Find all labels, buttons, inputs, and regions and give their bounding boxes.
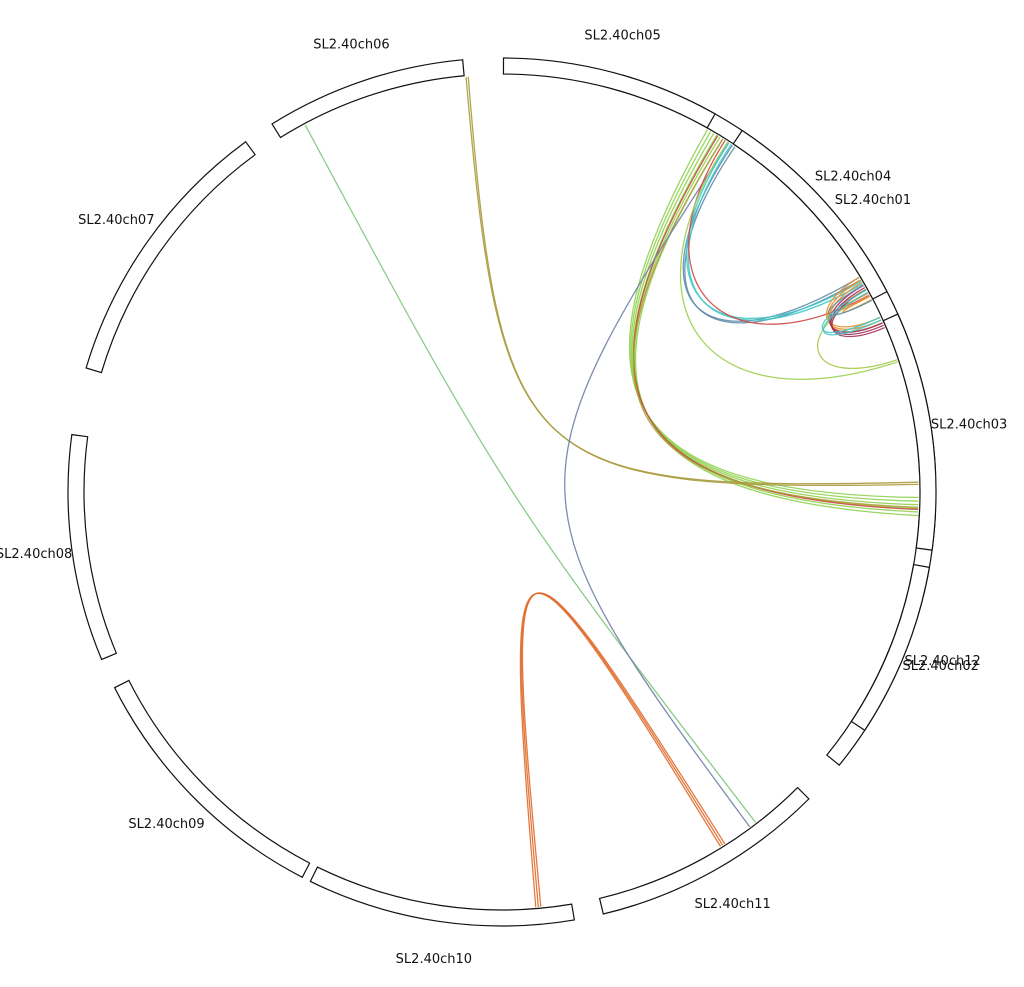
link-ch04-ch01-0-0 xyxy=(628,129,919,499)
chromosome-segment-ch02 xyxy=(850,563,931,732)
chromosome-segment-ch08 xyxy=(67,433,118,661)
chromosome-labels: SL2.40ch01 SL2.40ch12 SL2.40ch11 SL2.40ch10… xyxy=(0,29,1007,967)
chromosome-label-ch12: SL2.40ch12 xyxy=(904,654,980,669)
chromosome-label-ch03: SL2.40ch03 xyxy=(931,417,1007,432)
chromosome-segment-ch03 xyxy=(882,313,937,551)
link-ch02-ch02-14-0 xyxy=(821,289,881,334)
chromosome-ideograms xyxy=(67,57,937,927)
chromosome-label-ch06: SL2.40ch06 xyxy=(313,38,389,53)
link-ch10-ch10-16-0 xyxy=(521,592,726,907)
chromosome-label-ch08: SL2.40ch08 xyxy=(0,547,72,562)
link-ch05-ch11-4-0 xyxy=(304,124,756,823)
link-ch10-ch10-16-2 xyxy=(519,592,721,908)
link-ch04-ch01-9-0 xyxy=(679,141,898,380)
chromosome-segment-ch12 xyxy=(826,513,937,766)
chromosome-label-ch04: SL2.40ch04 xyxy=(815,169,891,184)
link-ch04-ch11-5-0 xyxy=(564,142,751,828)
chromosome-segment-ch06 xyxy=(271,59,465,139)
chromosome-label-ch02: SL2.40ch02 xyxy=(903,659,979,674)
chromosome-label-ch10: SL2.40ch10 xyxy=(396,952,472,967)
link-ch04-ch02-8-0 xyxy=(688,140,870,325)
link-ch06-ch01-3-1 xyxy=(467,76,919,487)
chromosome-segment-ch10 xyxy=(309,866,576,927)
link-ch04-ch01-1-0 xyxy=(632,135,919,511)
chromosome-segment-ch01 xyxy=(617,74,937,474)
link-ch02-ch02-14-1 xyxy=(822,292,882,336)
chromosome-label-ch01: SL2.40ch01 xyxy=(835,193,911,208)
synteny-links xyxy=(304,76,919,908)
chromosome-segment-ch09 xyxy=(113,679,311,879)
chromosome-label-ch11: SL2.40ch11 xyxy=(694,897,770,912)
chromosome-label-ch09: SL2.40ch09 xyxy=(128,817,204,832)
link-ch10-ch10-16-1 xyxy=(520,592,724,908)
chromosome-segment-ch04 xyxy=(732,129,888,300)
link-ch04-ch02-7-1 xyxy=(687,144,863,321)
link-ch03-ch02-15-0 xyxy=(828,284,872,316)
chromosome-segment-ch05 xyxy=(502,57,716,129)
chromosome-label-ch07: SL2.40ch07 xyxy=(78,213,154,228)
chromosome-segment-ch11 xyxy=(598,786,810,915)
chromosome-label-ch05: SL2.40ch05 xyxy=(584,29,660,44)
chromosome-segment-ch07 xyxy=(85,140,256,374)
